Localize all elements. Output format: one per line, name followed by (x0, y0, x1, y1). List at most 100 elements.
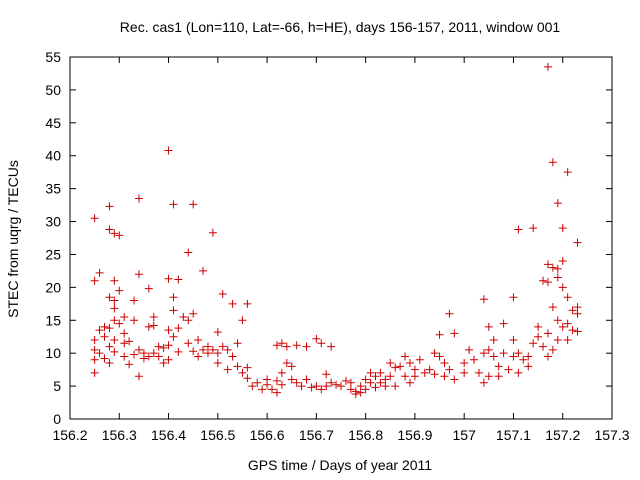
data-point (405, 359, 414, 368)
data-point (169, 200, 178, 209)
data-point (460, 368, 469, 377)
data-point (327, 342, 336, 351)
data-point (543, 329, 552, 338)
data-point (164, 326, 173, 335)
data-point (391, 382, 400, 391)
data-point (302, 342, 311, 351)
data-point (159, 359, 168, 368)
data-point (90, 214, 99, 223)
data-point (509, 352, 518, 361)
data-point (386, 359, 395, 368)
data-point (105, 225, 114, 234)
data-point (100, 354, 109, 363)
data-point (144, 322, 153, 331)
x-tick-label: 157 (453, 427, 477, 443)
data-point (548, 158, 557, 167)
data-point (194, 352, 203, 361)
data-point (233, 339, 242, 348)
data-point (420, 368, 429, 377)
data-point (282, 342, 291, 351)
y-axis-label: STEC from uqrg / TECUs (5, 160, 21, 318)
data-point (435, 330, 444, 339)
data-point (553, 273, 562, 282)
data-point (115, 231, 124, 240)
data-point (381, 382, 390, 391)
data-point (189, 347, 198, 356)
data-point (228, 352, 237, 361)
data-point (105, 324, 114, 333)
data-point (248, 382, 257, 391)
data-point (164, 146, 173, 155)
x-tick-label: 156.9 (397, 427, 432, 443)
data-point (292, 378, 301, 387)
data-point (174, 275, 183, 284)
data-point (479, 295, 488, 304)
data-point (120, 312, 129, 321)
y-tick-label: 20 (45, 279, 61, 295)
data-point (243, 363, 252, 372)
data-point (337, 382, 345, 391)
data-point (144, 352, 153, 361)
data-point (543, 260, 552, 269)
axis-ticks: 156.2 156.3 156.4 156.5 156.6 156.7 156.8 156.9… (45, 49, 629, 443)
data-point (435, 352, 444, 361)
data-point (120, 352, 129, 361)
data-point (184, 339, 193, 348)
data-point (509, 293, 518, 302)
data-point (277, 368, 286, 377)
data-point (105, 202, 114, 211)
data-point (213, 349, 222, 358)
data-point (179, 312, 188, 321)
data-point (405, 378, 414, 387)
data-point (484, 372, 493, 381)
data-point (563, 293, 572, 302)
data-point (223, 345, 232, 354)
data-point (277, 339, 286, 348)
data-point (203, 349, 212, 358)
data-point (199, 345, 208, 354)
data-point (351, 389, 360, 398)
data-point (396, 362, 405, 371)
data-point (470, 355, 479, 364)
data-points (90, 62, 582, 398)
y-tick-label: 35 (45, 181, 61, 197)
data-point (341, 376, 350, 385)
data-point (115, 286, 124, 295)
data-point (474, 368, 483, 377)
data-point (287, 362, 296, 371)
data-point (287, 375, 296, 384)
data-point (110, 316, 119, 325)
data-point (149, 349, 158, 358)
data-point (361, 385, 370, 394)
x-axis-label: GPS time / Days of year 2011 (248, 457, 432, 473)
data-point (529, 339, 538, 348)
data-point (164, 355, 173, 364)
data-point (144, 284, 153, 293)
y-tick-label: 50 (45, 82, 61, 98)
x-tick-label: 156.2 (52, 427, 87, 443)
data-point (277, 380, 286, 389)
data-point (479, 349, 488, 358)
data-point (95, 268, 104, 277)
data-point (292, 341, 301, 350)
data-point (184, 316, 193, 325)
data-point (120, 329, 129, 338)
data-point (401, 352, 410, 361)
data-point (391, 363, 400, 372)
data-point (110, 276, 119, 285)
data-point (164, 341, 173, 350)
data-point (539, 276, 548, 285)
data-point (164, 274, 173, 283)
data-point (489, 336, 498, 345)
data-point (401, 372, 410, 381)
data-point (494, 372, 503, 381)
data-point (105, 293, 114, 302)
data-point (366, 368, 375, 377)
data-point (534, 322, 543, 331)
data-point (361, 375, 370, 384)
data-point (568, 306, 577, 315)
data-point (553, 199, 562, 208)
data-point (208, 345, 217, 354)
data-point (297, 382, 306, 391)
